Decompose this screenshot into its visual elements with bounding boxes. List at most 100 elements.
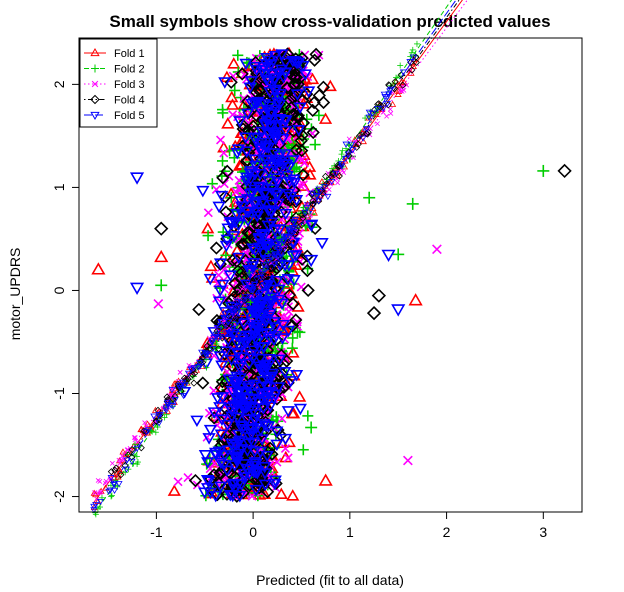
data-point	[260, 485, 275, 499]
y-tick-label: 0	[51, 286, 67, 294]
cv-point	[397, 62, 404, 69]
data-point	[213, 258, 228, 270]
data-point	[275, 333, 290, 345]
cv-point	[111, 466, 119, 474]
cv-point	[230, 309, 238, 316]
cv-point	[208, 339, 216, 347]
cv-point	[335, 180, 341, 186]
data-point	[208, 447, 223, 460]
data-point	[263, 441, 277, 455]
cv-point	[274, 245, 282, 252]
data-point	[216, 171, 230, 185]
cv-point	[245, 269, 252, 276]
cv-point	[190, 365, 198, 372]
data-point	[286, 250, 300, 263]
data-point	[173, 477, 183, 487]
data-point	[237, 472, 251, 484]
data-point	[214, 270, 224, 280]
data-point	[261, 142, 275, 155]
data-point	[239, 132, 253, 144]
data-point	[302, 410, 314, 422]
data-point	[269, 331, 283, 343]
cv-point	[243, 280, 251, 287]
outlier-point	[318, 473, 333, 486]
cv-point	[369, 110, 377, 117]
data-point	[262, 332, 277, 344]
data-point	[284, 376, 298, 388]
data-point	[200, 475, 215, 487]
cv-point	[326, 187, 332, 192]
data-point	[273, 114, 287, 126]
data-point	[274, 487, 288, 499]
data-point	[207, 407, 221, 419]
data-point	[267, 73, 282, 85]
cv-point	[285, 226, 293, 233]
data-point	[308, 221, 322, 236]
cv-point	[267, 264, 275, 272]
legend-symbol	[90, 94, 100, 105]
data-point	[231, 394, 245, 406]
cv-point	[155, 412, 163, 419]
cv-point	[241, 296, 250, 304]
data-point	[247, 446, 262, 458]
cv-point	[335, 172, 343, 180]
data-point	[273, 156, 287, 168]
data-point	[305, 219, 319, 232]
cv-point	[375, 121, 380, 127]
cv-point	[247, 299, 254, 306]
data-point	[296, 93, 310, 107]
cv-point	[348, 141, 356, 148]
data-point	[257, 189, 271, 202]
data-point	[249, 484, 263, 497]
cv-point	[168, 387, 176, 394]
data-point	[279, 57, 293, 70]
cv-point	[246, 285, 254, 292]
data-point	[285, 108, 299, 122]
data-point	[268, 475, 282, 487]
legend-symbol	[91, 80, 99, 88]
cv-point	[240, 290, 248, 298]
cv-point	[133, 445, 141, 452]
cv-point	[225, 319, 233, 326]
data-point	[285, 319, 299, 333]
cv-point	[310, 209, 318, 216]
cv-point	[103, 478, 109, 484]
data-point	[262, 129, 277, 142]
data-point	[287, 174, 301, 187]
data-point	[201, 457, 215, 469]
cv-point	[386, 88, 394, 95]
cv-point	[381, 94, 389, 101]
cv-point	[280, 233, 288, 240]
data-point	[234, 420, 248, 432]
data-point	[259, 316, 273, 329]
cv-point	[110, 480, 118, 488]
data-point	[236, 486, 250, 500]
data-point	[188, 473, 203, 488]
data-point	[246, 257, 261, 270]
cv-point	[338, 163, 346, 170]
cv-point	[155, 420, 163, 427]
data-point	[286, 155, 300, 167]
data-point	[215, 414, 229, 426]
cv-point	[209, 346, 217, 353]
data-point	[268, 131, 283, 144]
data-point	[316, 80, 331, 94]
data-point	[272, 457, 282, 467]
cv-point	[380, 109, 386, 115]
data-point	[286, 346, 300, 358]
data-point	[248, 245, 262, 257]
outlier-point	[392, 248, 405, 261]
data-point	[246, 394, 261, 407]
data-point	[272, 382, 286, 394]
data-point	[250, 467, 265, 480]
data-point	[260, 53, 274, 65]
data-point	[281, 325, 296, 338]
cv-point	[309, 200, 317, 208]
cv-point	[221, 322, 229, 329]
cv-point	[217, 323, 225, 331]
data-point	[288, 86, 303, 100]
data-point	[271, 120, 285, 132]
data-point	[295, 144, 309, 158]
cv-point	[176, 385, 184, 392]
cv-point	[116, 467, 124, 474]
